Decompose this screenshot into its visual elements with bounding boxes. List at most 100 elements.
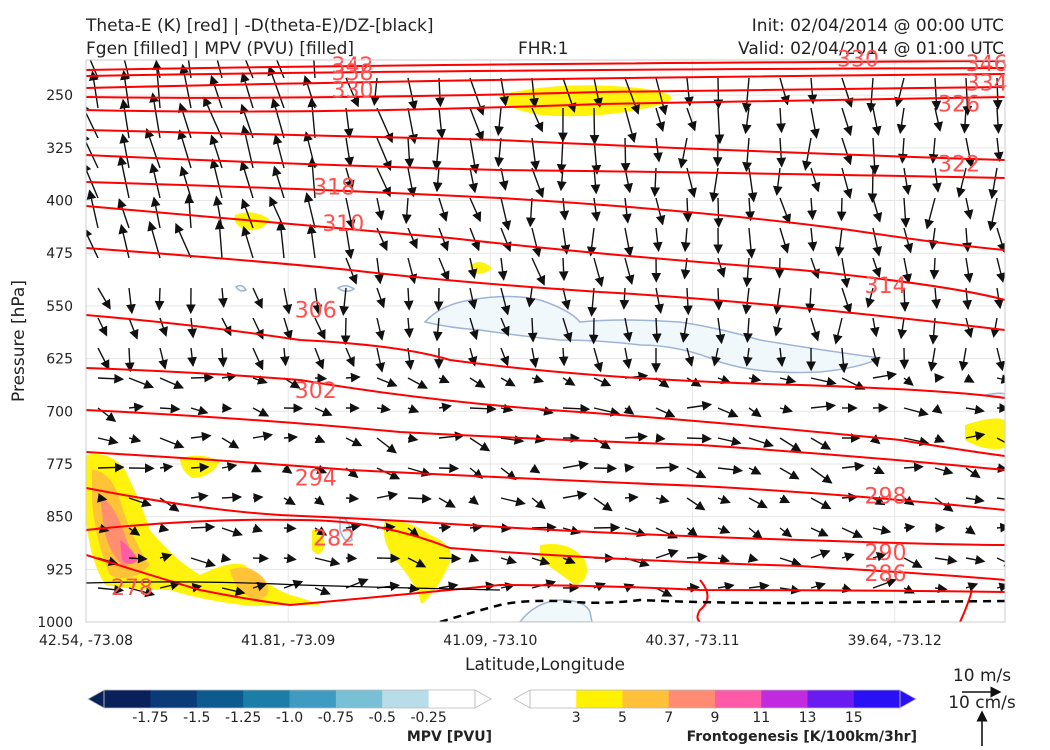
wind-vector (624, 492, 639, 503)
wind-vector (314, 317, 326, 340)
wind-vector (624, 257, 635, 286)
wind-vector (250, 463, 262, 473)
wind-vector (773, 317, 783, 337)
wind-vector (240, 72, 254, 109)
colorbar-segment (104, 690, 151, 708)
wind-vector (375, 317, 385, 341)
colorbar-tick-label: -1.25 (225, 710, 261, 726)
theta-e-contours (86, 60, 1005, 622)
theta-e-label: 338 (332, 61, 374, 86)
title-line-1: Theta-E (K) [red] | -D(theta-E)/DZ-[blac… (85, 16, 434, 36)
wind-vector (841, 167, 853, 199)
wind-vector (306, 223, 317, 259)
colorbar-frame (103, 689, 476, 709)
colorbar-tick-label: -0.25 (411, 710, 447, 726)
wind-vector (525, 197, 536, 228)
wind-vector (593, 407, 621, 417)
wind-vector (686, 582, 701, 593)
wind-vector (97, 462, 125, 473)
wind-vector (438, 257, 450, 282)
wind-vector (996, 257, 1005, 283)
wind-vector (345, 437, 363, 447)
wind-vector (187, 60, 192, 79)
wind-vector (404, 317, 414, 339)
wind-vector (401, 197, 412, 225)
colorbar-segment (576, 690, 623, 708)
wind-vector (903, 375, 914, 386)
theta-e-contour (86, 487, 1005, 546)
wind-vector (742, 257, 753, 288)
wind-vector (841, 287, 853, 314)
theta-e-label: 286 (865, 562, 907, 587)
wind-vector (403, 287, 414, 311)
colorbar-tick-label: 13 (799, 710, 817, 726)
y-tick-label: 1000 (37, 615, 73, 631)
wind-vector (221, 492, 243, 503)
wind-vector (190, 372, 214, 383)
x-tick-label: 39.64, -73.12 (848, 633, 942, 649)
theta-e-label: 290 (865, 541, 907, 566)
wind-vector (469, 437, 491, 452)
wind-vector (494, 107, 505, 137)
wind-vector (779, 557, 802, 567)
wind-vector (745, 197, 755, 222)
colorbar-segment (382, 690, 430, 708)
wind-vector (149, 162, 161, 199)
wind-vector (314, 347, 325, 370)
wind-vector (717, 436, 742, 447)
wind-vector (996, 582, 1005, 593)
wind-vector (903, 557, 923, 568)
wind-vector (716, 257, 726, 278)
theta-e-label: 298 (865, 485, 907, 510)
y-tick-label: 325 (46, 141, 73, 157)
wind-vector (124, 347, 135, 373)
wind-vector (897, 137, 908, 164)
wind-vector (128, 377, 155, 389)
colorbar-tick-label: -0.75 (318, 710, 354, 726)
wind-vector (159, 403, 181, 414)
wind-vector (155, 60, 161, 79)
x-tick-label: 41.09, -73.10 (443, 633, 537, 649)
y-tick-label: 475 (46, 246, 73, 262)
valid-time: Valid: 02/04/2014 @ 01:00 UTC (738, 39, 1004, 59)
wind-vector (841, 552, 855, 562)
wind-vector (807, 227, 818, 252)
wind-vector (376, 403, 391, 414)
wind-vector (190, 405, 209, 416)
wind-vector (899, 287, 910, 312)
wind-vector (965, 582, 979, 592)
wind-vector (872, 370, 898, 381)
wind-vector (86, 189, 99, 229)
wind-vector (902, 167, 912, 196)
colorbar-extend-arrow (899, 689, 917, 709)
theta-e-label: 342 (332, 54, 374, 79)
wind-vector (872, 197, 883, 223)
wind-vector (376, 553, 401, 564)
wind-vector (684, 347, 695, 367)
wind-vector (500, 435, 525, 445)
title-line-2: Fgen [filled] | MPV (PVU) [filled] (86, 39, 354, 59)
wind-vector (965, 555, 986, 565)
wind-vector (177, 129, 192, 169)
wind-vector (438, 374, 450, 384)
wind-vector (965, 431, 986, 441)
wind-vector (869, 434, 881, 445)
wind-vector (500, 496, 526, 507)
wind-vector (810, 437, 832, 450)
wind-vector (779, 374, 797, 385)
wind-vector (376, 377, 398, 388)
wind-vector (748, 527, 763, 540)
wind-vector (711, 347, 721, 367)
wind-vector (531, 556, 551, 566)
wind-vector (623, 227, 634, 257)
wind-vector (438, 197, 449, 222)
wind-vector (126, 287, 136, 315)
wind-vector (190, 557, 216, 568)
wind-vector (651, 317, 662, 344)
wind-vector (741, 107, 752, 135)
wind-vector (283, 432, 298, 443)
wind-vector (375, 347, 386, 373)
wind-vector (872, 495, 886, 506)
wind-vector (810, 317, 820, 342)
wind-vector (283, 495, 296, 506)
